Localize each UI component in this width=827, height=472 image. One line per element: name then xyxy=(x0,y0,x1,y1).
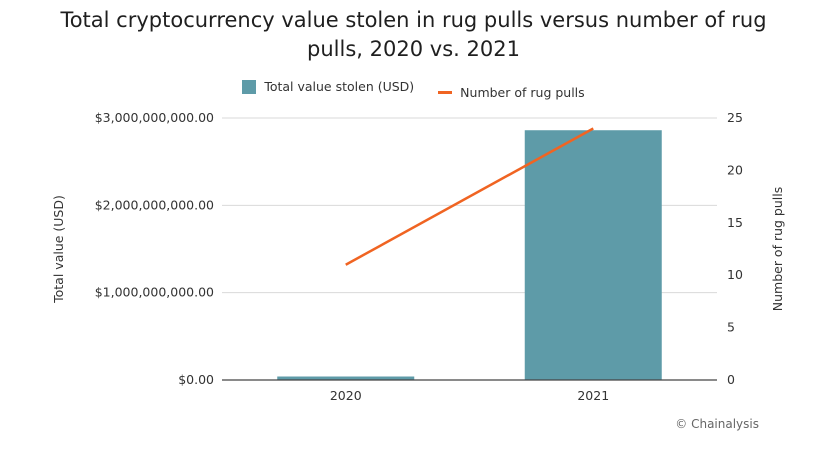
legend-swatch-bar xyxy=(242,79,257,94)
legend-label-value-stolen: Total value stolen (USD) xyxy=(264,79,415,94)
bar-2020 xyxy=(277,376,415,380)
chart-title-line-2: pulls, 2020 vs. 2021 xyxy=(307,37,520,61)
legend-item-value-stolen: Total value stolen (USD) xyxy=(242,79,414,94)
legend: Total value stolen (USD) Number of rug p… xyxy=(0,79,827,100)
x-tick-label: 2020 xyxy=(330,388,362,403)
y2-tick-label: 5 xyxy=(727,320,735,335)
x-tick-label: 2021 xyxy=(577,388,609,403)
y-tick-label: $2,000,000,000.00 xyxy=(95,197,214,212)
y-tick-label: $0.00 xyxy=(178,372,214,387)
line-rug-pulls xyxy=(345,127,594,266)
chart-title-line-1: Total cryptocurrency value stolen in rug… xyxy=(60,8,767,32)
bar-2021 xyxy=(524,130,662,380)
y2-tick-label: 0 xyxy=(727,372,735,387)
legend-label-rug-pulls: Number of rug pulls xyxy=(460,84,585,100)
y-tick-label: $1,000,000,000.00 xyxy=(95,285,214,300)
source-credit: © Chainalysis xyxy=(675,417,759,431)
y2-tick-label: 20 xyxy=(727,162,743,177)
y2-axis-title: Number of rug pulls xyxy=(770,187,785,312)
y-axis-title: Total value (USD) xyxy=(51,195,66,304)
y2-tick-label: 25 xyxy=(727,110,743,125)
legend-swatch-line xyxy=(438,90,453,94)
chart-title: Total cryptocurrency value stolen in rug… xyxy=(0,6,827,64)
y2-tick-label: 10 xyxy=(727,267,743,282)
y2-tick-label: 15 xyxy=(727,215,743,230)
legend-item-rug-pulls: Number of rug pulls xyxy=(438,85,585,100)
y-tick-label: $3,000,000,000.00 xyxy=(95,110,214,125)
